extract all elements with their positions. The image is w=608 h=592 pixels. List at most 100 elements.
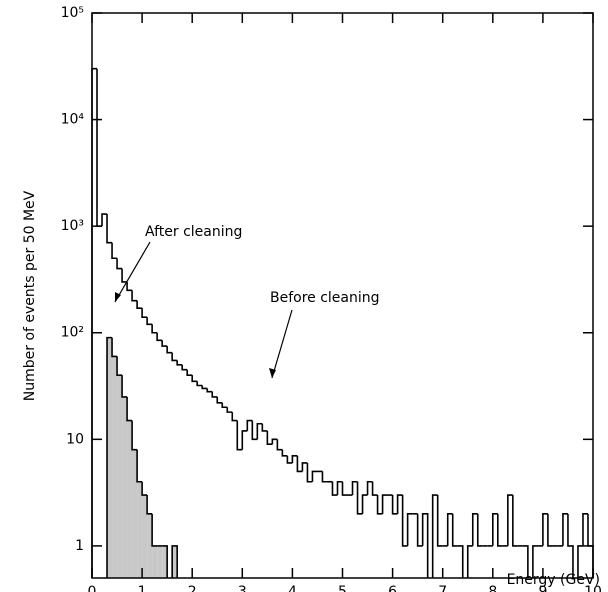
histogram-step: [141, 308, 148, 318]
histogram-step: [166, 346, 173, 354]
histogram-step: [492, 513, 498, 546]
histogram-step: [376, 495, 383, 515]
y-tick-label: 10⁴: [61, 112, 85, 128]
histogram-step: [396, 494, 403, 514]
histogram-step: [371, 481, 378, 496]
histogram-bar: [147, 513, 153, 578]
histogram-step: [281, 449, 288, 457]
histogram-step: [406, 513, 413, 546]
histogram-bar: [117, 375, 123, 578]
histogram-step: [111, 337, 118, 358]
histogram-step: [136, 449, 143, 483]
histogram-step: [547, 513, 553, 547]
histogram-step: [191, 375, 198, 383]
histogram-step: [466, 545, 473, 578]
histogram-step: [446, 513, 453, 546]
histogram-step: [391, 495, 398, 515]
x-tick-label: 0: [88, 584, 97, 592]
histogram-step: [131, 290, 138, 302]
arrow: [114, 241, 151, 303]
histogram-bar: [112, 356, 118, 578]
histogram-step: [436, 495, 443, 547]
arrow-head: [115, 292, 121, 302]
x-tick-label: 8: [488, 584, 497, 592]
histogram-step: [522, 545, 529, 578]
x-tick-label: 6: [388, 584, 397, 592]
x-tick-label: 9: [538, 584, 547, 592]
histogram-step: [236, 420, 243, 451]
histogram-step: [186, 369, 193, 376]
histogram-step: [121, 268, 128, 283]
histogram-step: [131, 420, 138, 451]
histogram-step: [286, 455, 293, 464]
histogram-step: [146, 317, 153, 326]
x-axis-label: Energy (GeV): [507, 572, 600, 588]
histogram-step: [126, 396, 133, 422]
histogram-step: [101, 213, 108, 227]
x-tick-label: 7: [438, 584, 447, 592]
histogram-step: [206, 388, 213, 393]
histogram-step: [471, 513, 478, 546]
histogram-step: [96, 68, 103, 227]
histogram-step: [176, 360, 183, 366]
histogram-step: [497, 513, 503, 547]
histogram-step: [201, 385, 208, 390]
histogram-step: [221, 402, 228, 409]
histogram-step: [121, 375, 128, 398]
histogram-step: [211, 391, 218, 398]
histogram-step: [356, 481, 363, 515]
histogram-step: [171, 352, 178, 362]
histogram-step: [431, 494, 438, 578]
y-tick-label: 10: [66, 431, 84, 447]
histogram-bar: [142, 495, 148, 578]
histogram-bar: [132, 449, 138, 578]
histogram-step: [401, 495, 408, 547]
histogram-step: [567, 513, 574, 578]
histogram-step: [151, 513, 158, 547]
histogram-step: [196, 381, 203, 387]
histogram-step: [457, 545, 464, 578]
y-tick-label: 1: [75, 538, 84, 554]
histogram-step: [336, 480, 343, 496]
histogram-step: [216, 396, 223, 404]
histogram-bar: [152, 545, 158, 578]
histogram-step: [256, 422, 263, 440]
histogram-step: [241, 430, 248, 450]
x-tick-label: 4: [288, 584, 297, 592]
histogram-step: [151, 324, 158, 334]
histogram-step: [381, 494, 388, 514]
histogram-step: [146, 495, 153, 515]
histogram-step: [542, 513, 548, 546]
histogram-step: [306, 462, 313, 483]
arrow: [271, 309, 293, 379]
y-tick-label: 10⁵: [61, 5, 84, 21]
histogram-step: [291, 455, 298, 463]
annotation: After cleaning: [145, 224, 242, 240]
histogram-step: [577, 545, 583, 578]
histogram-step: [331, 481, 338, 496]
histogram-step: [116, 356, 123, 376]
histogram-step: [106, 214, 113, 244]
histogram-step: [341, 481, 348, 496]
histogram-bar: [162, 545, 168, 578]
histogram-step: [106, 336, 113, 578]
annotation: Before cleaning: [270, 290, 380, 306]
histogram-step: [451, 513, 458, 547]
histogram-bar: [127, 420, 133, 578]
histogram-step: [276, 439, 283, 451]
histogram-step: [582, 513, 588, 546]
histogram-step: [366, 480, 373, 496]
histogram-step: [311, 470, 318, 482]
histogram-step: [271, 438, 278, 445]
histogram-step: [476, 513, 483, 547]
histogram-step: [562, 513, 568, 546]
histogram-step: [532, 545, 538, 578]
histogram-step: [226, 407, 233, 413]
histogram-step: [416, 513, 423, 547]
histogram-step: [231, 412, 238, 422]
histogram-step: [126, 281, 133, 292]
x-tick-label: 3: [238, 584, 247, 592]
histogram-step: [111, 242, 118, 260]
histogram-step: [116, 258, 123, 270]
